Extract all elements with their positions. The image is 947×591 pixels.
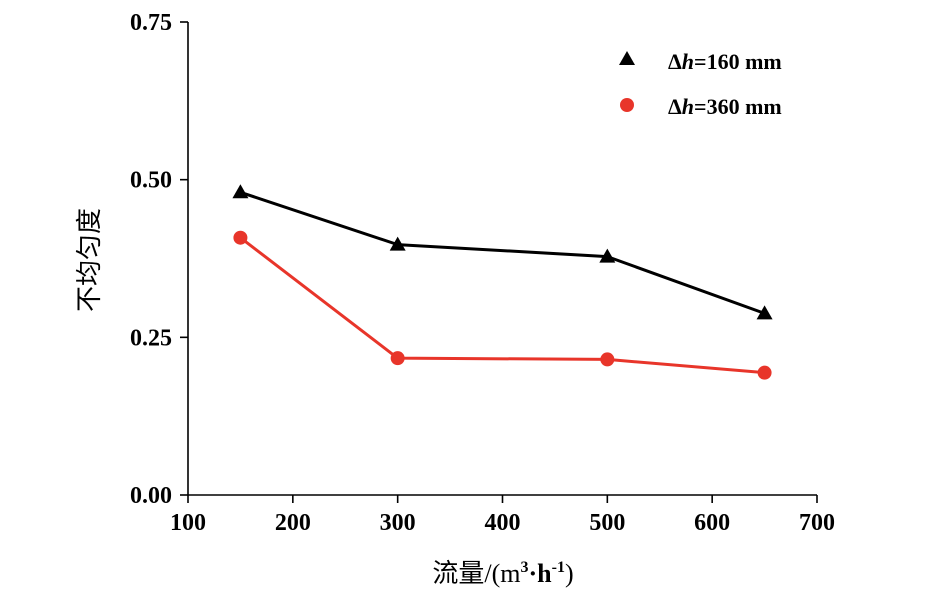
y-ticks: 0.00 0.25 0.50 0.75 [130,10,188,509]
legend-item-series-1: Δh=160 mm [619,49,782,74]
data-point-series-2 [233,230,248,245]
y-tick-label: 0.75 [130,10,172,36]
data-point-series-2 [600,352,615,367]
y-tick-label: 0.00 [130,483,172,509]
x-tick-label: 600 [694,510,730,536]
series-line-2 [239,236,765,375]
y-tick-label: 0.25 [130,325,172,351]
x-tick-label: 200 [275,510,311,536]
legend: Δh=160 mm Δh=360 mm [619,49,782,119]
x-tick-label: 400 [485,510,521,536]
legend-marker-circle [620,98,634,112]
data-point-series-2 [757,365,772,380]
x-ticks: 100 200 300 400 500 600 700 [170,495,835,536]
legend-marker-triangle [619,51,635,65]
data-point-series-2 [390,351,405,366]
legend-label-series-1: Δh=160 mm [668,49,782,74]
series-line-1 [239,190,766,315]
x-tick-label: 700 [799,510,835,536]
series-layer [232,184,773,380]
data-point-series-1 [756,305,773,320]
x-axis-label: 流量/(m3·h-1) [432,559,573,588]
plot-area: 0.00 0.25 0.50 0.75 100 200 300 400 500 600 700 [130,10,835,536]
data-point-series-1 [389,236,406,251]
data-point-series-1 [599,248,616,263]
data-point-series-1 [232,184,249,199]
x-tick-label: 100 [170,510,206,536]
x-tick-label: 500 [589,510,625,536]
y-axis-label: 不均匀度 [75,208,105,312]
legend-label-series-2: Δh=360 mm [668,94,782,119]
x-tick-label: 300 [380,510,416,536]
y-tick-label: 0.50 [130,168,172,194]
legend-item-series-2: Δh=360 mm [620,94,782,119]
